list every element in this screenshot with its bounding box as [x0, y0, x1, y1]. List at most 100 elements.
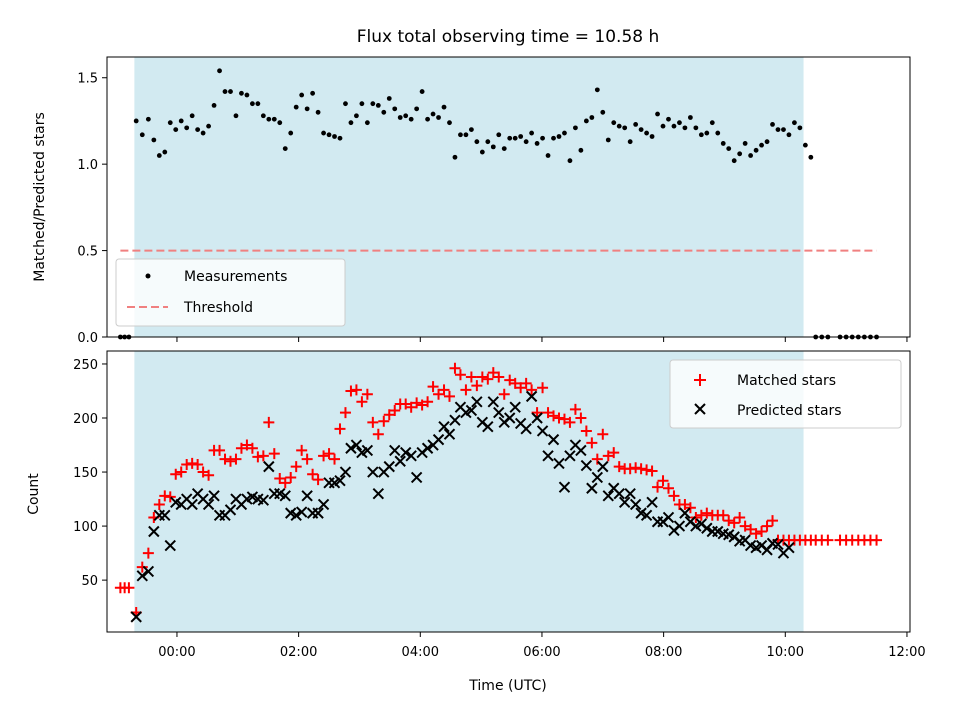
measurement-point	[200, 130, 206, 136]
matched-star-point	[652, 481, 664, 493]
matched-star-point	[460, 384, 472, 396]
matched-star-point	[580, 425, 592, 437]
measurement-point	[748, 153, 754, 158]
matched-star-point	[471, 380, 483, 392]
predicted-star-point	[345, 442, 357, 454]
measurement-point	[337, 135, 343, 141]
predicted-star-point	[263, 460, 275, 473]
ratio-x-ticks	[176, 337, 908, 342]
measurement-point	[463, 132, 469, 138]
predicted-star-point	[531, 412, 543, 424]
matched-star-point	[339, 407, 351, 419]
matched-star-point	[411, 397, 423, 409]
matched-star-point	[268, 448, 280, 460]
measurement-point	[195, 127, 201, 132]
measurement-point	[753, 147, 759, 153]
count-x-tick-label: 04:00	[402, 645, 439, 660]
measurement-point	[255, 101, 261, 107]
measurement-point	[594, 87, 600, 93]
predicted-star-point	[257, 494, 270, 506]
matched-star-point	[449, 362, 461, 374]
predicted-star-point	[553, 457, 565, 470]
matched-star-point	[498, 388, 510, 400]
matched-star-point	[203, 469, 215, 481]
measurement-point	[616, 123, 622, 129]
ratio-y-tick-label: 0.0	[77, 331, 98, 346]
predicted-star-point	[383, 460, 395, 473]
measurement-point	[627, 139, 633, 145]
matched-star-point	[684, 502, 696, 514]
predicted-star-point	[394, 455, 406, 467]
matched-star-point	[361, 388, 373, 400]
legend-matched-marker	[694, 374, 706, 386]
predicted-star-point	[202, 498, 215, 511]
measurement-point	[507, 135, 513, 141]
measurement-point	[233, 113, 239, 119]
matched-star-point	[307, 468, 319, 480]
measurement-point	[222, 89, 228, 94]
count-y-tick-label: 50	[81, 574, 98, 589]
matched-star-point	[329, 453, 341, 465]
predicted-star-point	[136, 570, 148, 582]
predicted-star-point	[449, 414, 461, 426]
measurement-point	[310, 90, 316, 96]
measurement-point	[562, 130, 567, 136]
measurement-point	[266, 116, 272, 122]
measurement-point	[271, 116, 277, 122]
count-y-tick-label: 150	[73, 466, 98, 481]
matched-star-point	[597, 428, 609, 440]
measurement-point	[217, 68, 222, 74]
measurement-point	[485, 139, 491, 145]
matched-star-point	[575, 412, 587, 424]
predicted-star-point	[586, 482, 598, 494]
count-x-label: Time (UTC)	[468, 678, 546, 694]
measurement-point	[441, 104, 447, 110]
measurement-point	[326, 132, 332, 138]
count-y-label: Count	[26, 473, 42, 515]
count-x-tick-label: 00:00	[158, 645, 195, 660]
predicted-star-point	[564, 450, 576, 462]
measurement-point	[490, 144, 496, 150]
measurement-point	[133, 118, 139, 124]
matched-star-point	[301, 453, 313, 465]
measurement-point	[249, 101, 255, 107]
predicted-star-point	[629, 498, 642, 511]
predicted-star-point	[504, 412, 516, 424]
matched-star-point	[334, 423, 346, 435]
matched-star-point	[192, 458, 204, 470]
measurement-point	[770, 122, 775, 127]
measurement-point	[496, 132, 502, 138]
predicted-star-point	[772, 538, 784, 551]
measurement-point	[775, 127, 781, 132]
predicted-star-point	[312, 507, 324, 519]
matched-star-point	[159, 490, 171, 502]
measurement-point	[293, 104, 299, 110]
measurement-point	[792, 120, 797, 126]
measurement-point	[299, 92, 305, 98]
matched-star-point	[761, 520, 773, 532]
predicted-star-point	[130, 611, 142, 623]
measurement-point	[655, 111, 660, 117]
predicted-star-point	[432, 433, 445, 446]
measurement-point	[375, 102, 381, 108]
predicted-star-point	[679, 507, 691, 519]
matched-star-point	[608, 447, 620, 459]
matched-star-point	[531, 407, 543, 419]
predicted-star-point	[361, 444, 374, 457]
predicted-star-point	[624, 487, 636, 500]
measurement-point	[551, 135, 556, 141]
matched-star-point	[230, 453, 242, 465]
matched-star-point	[123, 582, 135, 594]
matched-star-point	[279, 477, 291, 489]
matched-star-point	[422, 396, 434, 408]
measurement-point	[359, 101, 365, 107]
ratio-points	[117, 68, 879, 340]
predicted-star-point	[279, 490, 291, 502]
measurement-point	[184, 125, 190, 131]
measurement-point	[644, 130, 649, 136]
matched-star-point	[635, 463, 647, 475]
measurement-point	[260, 113, 266, 119]
predicted-star-point	[575, 444, 587, 457]
count-x-axis: 00:00 02:00 04:00 06:00 08:00 10:00 12:00	[158, 632, 926, 660]
measurement-point	[578, 147, 584, 153]
